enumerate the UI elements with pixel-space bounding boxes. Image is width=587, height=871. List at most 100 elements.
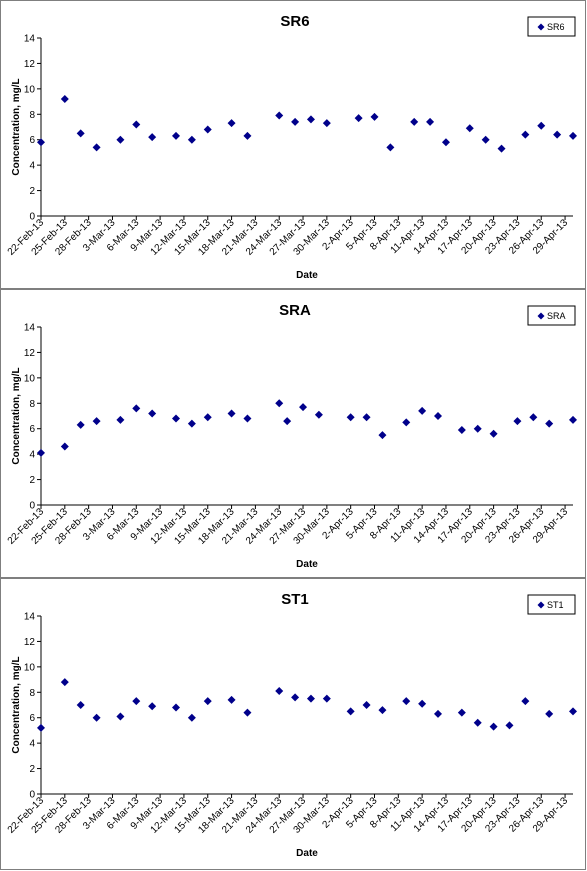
data-point <box>434 709 443 718</box>
data-point <box>322 694 331 703</box>
data-point <box>418 406 427 415</box>
data-point <box>473 718 482 727</box>
data-point <box>171 131 180 140</box>
y-tick-label: 2 <box>29 475 35 486</box>
data-point <box>457 708 466 717</box>
y-tick-label: 10 <box>24 662 36 673</box>
chart-title: SRA <box>279 302 311 319</box>
y-axis-label: Concentration, mg/L <box>11 78 22 175</box>
y-tick-label: 0 <box>29 212 35 223</box>
data-point <box>227 119 236 128</box>
legend: ST1 <box>527 594 576 615</box>
data-point <box>171 414 180 423</box>
chart-svg-sra: SRA0246810121422-Feb-1325-Feb-1328-Feb-1… <box>6 302 577 570</box>
data-point <box>37 138 45 147</box>
chart-title: ST1 <box>281 591 309 608</box>
data-point <box>378 431 387 440</box>
data-point <box>76 129 85 138</box>
data-point <box>402 418 411 427</box>
data-point <box>529 413 538 422</box>
y-tick-label: 14 <box>24 612 36 623</box>
data-point <box>569 131 577 140</box>
chart-panel-st1: ST1 0 2 4 6 8 10 12 14 22-Feb-13 25-Feb-13 28-Feb-1… <box>0 578 586 870</box>
y-tick-label: 8 <box>29 399 35 410</box>
y-tick-label: 2 <box>29 764 35 775</box>
data-point <box>521 697 530 706</box>
data-point <box>243 131 252 140</box>
data-point <box>92 143 101 152</box>
data-point <box>275 399 284 408</box>
y-tick-label: 4 <box>29 161 35 172</box>
y-tick-label: 2 <box>29 186 35 197</box>
legend: SRA <box>527 305 576 326</box>
y-axis-label: Concentration, mg/L <box>11 367 22 464</box>
data-point <box>306 694 315 703</box>
y-tick-label: 12 <box>24 637 36 648</box>
data-point <box>545 709 554 718</box>
data-point <box>418 699 427 708</box>
y-tick-label: 8 <box>29 110 35 121</box>
data-point <box>569 707 577 716</box>
data-point <box>354 114 363 123</box>
data-point <box>465 124 474 133</box>
data-point <box>481 135 490 144</box>
data-point <box>132 120 141 129</box>
data-point <box>569 415 577 424</box>
data-point <box>275 687 284 696</box>
data-point <box>132 404 141 413</box>
chart-svg-sr6: SR60246810121422-Feb-1325-Feb-1328-Feb-1… <box>6 13 577 281</box>
data-point <box>187 135 196 144</box>
data-point <box>275 111 284 120</box>
data-point <box>489 429 498 438</box>
legend-label: SR6 <box>547 22 565 32</box>
y-tick-label: 6 <box>29 713 35 724</box>
legend-box <box>527 16 576 37</box>
data-point <box>497 144 506 153</box>
data-point <box>227 409 236 418</box>
y-axis-label: Concentration, mg/L <box>11 656 22 753</box>
chart-title: SR6 <box>280 13 309 30</box>
data-point <box>203 125 212 134</box>
data-point <box>346 413 355 422</box>
data-point <box>203 697 212 706</box>
data-point <box>386 143 395 152</box>
y-tick-label: 4 <box>29 450 35 461</box>
data-point <box>306 115 315 124</box>
y-tick-label: 10 <box>24 373 36 384</box>
y-tick-label: 6 <box>29 135 35 146</box>
data-point <box>457 425 466 434</box>
x-axis-label: Date <box>296 270 318 281</box>
chart-svg-st1: ST10246810121422-Feb-1325-Feb-1328-Feb-1… <box>6 591 577 859</box>
y-tick-label: 6 <box>29 424 35 435</box>
legend-box <box>527 305 576 326</box>
legend-marker <box>537 601 545 609</box>
legend-label: ST1 <box>547 600 564 610</box>
data-point <box>505 721 514 730</box>
data-point <box>521 130 530 139</box>
data-point <box>441 138 450 147</box>
data-point <box>314 410 323 419</box>
data-point <box>37 723 45 732</box>
y-tick-label: 14 <box>24 323 36 334</box>
legend-box <box>527 594 576 615</box>
data-point <box>203 413 212 422</box>
data-point <box>116 712 125 721</box>
data-point <box>227 695 236 704</box>
data-point <box>283 417 292 426</box>
data-point <box>187 419 196 428</box>
data-point <box>37 448 45 457</box>
legend-label: SRA <box>547 311 566 321</box>
chart-panel-sr6: SR6 0 2 4 6 8 10 12 14 22-Feb-13 25-Feb-13 28-Feb-1… <box>0 0 586 289</box>
data-point <box>513 417 522 426</box>
data-point <box>489 722 498 731</box>
data-point <box>291 693 300 702</box>
data-point <box>243 414 252 423</box>
data-point <box>60 95 69 104</box>
y-tick-label: 10 <box>24 84 36 95</box>
data-point <box>370 112 379 121</box>
data-point <box>402 697 411 706</box>
legend-marker <box>537 312 545 320</box>
data-point <box>92 417 101 426</box>
legend: SR6 <box>527 16 576 37</box>
data-point <box>473 424 482 433</box>
